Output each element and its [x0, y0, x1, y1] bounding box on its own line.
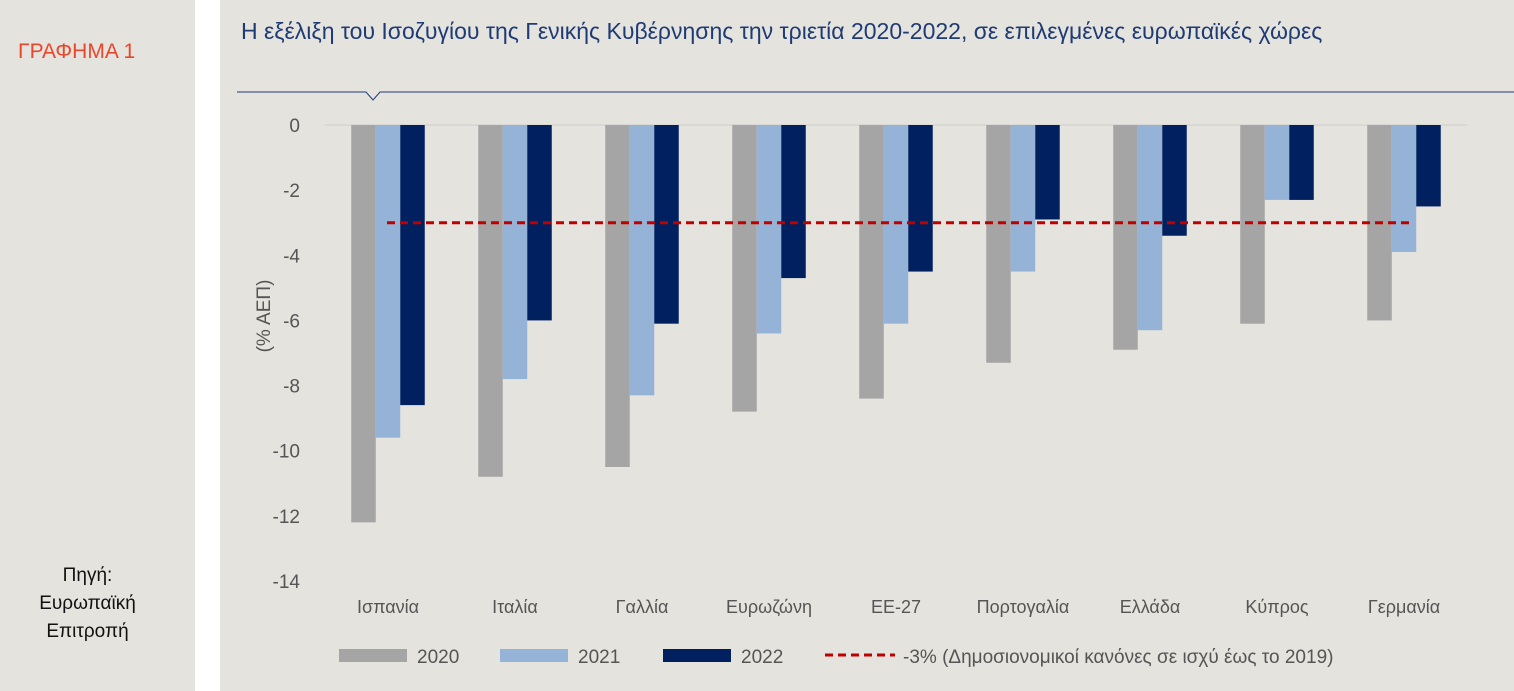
bar-2021	[1391, 125, 1417, 253]
figure-label: ΓΡΑΦΗΜΑ 1	[18, 40, 136, 63]
bar-2022	[1035, 125, 1060, 220]
x-tick-label: Ελλάδα	[1120, 597, 1181, 617]
legend-label: 2021	[578, 647, 620, 668]
legend-label: 2020	[417, 647, 459, 668]
x-tick-label: Κύπρος	[1245, 597, 1309, 617]
legend-label: -3% (Δημοσιονομικοί κανόνες σε ισχύ έως …	[903, 647, 1333, 668]
bar-2020	[1113, 125, 1138, 350]
bar-2021	[1137, 125, 1163, 331]
legend-label: 2022	[741, 647, 783, 668]
x-tick-label: Ισπανία	[357, 597, 419, 617]
y-tick-label: 0	[289, 116, 300, 137]
y-tick-label: -6	[283, 311, 300, 332]
bar-2021	[1264, 125, 1290, 200]
x-tick-label: Γερμανία	[1368, 597, 1440, 617]
x-tick-label: ΕΕ-27	[871, 597, 921, 617]
title-underline	[237, 91, 1514, 101]
bar-2022	[1162, 125, 1187, 236]
bar-2021	[375, 125, 401, 438]
x-tick-label: Ιταλία	[492, 597, 538, 617]
bar-2022	[1289, 125, 1314, 200]
bar-2020	[351, 125, 376, 523]
y-tick-label: -14	[273, 572, 301, 593]
bar-2020	[732, 125, 757, 412]
y-tick-label: -12	[273, 507, 300, 528]
legend-swatch-2022	[663, 649, 731, 662]
bar-2021	[883, 125, 909, 324]
y-tick-label: -8	[283, 377, 300, 398]
legend-swatch-2021	[500, 649, 568, 662]
bar-2022	[400, 125, 425, 406]
x-tick-label: Πορτογαλία	[977, 597, 1070, 617]
side-panel	[0, 0, 195, 691]
bar-2020	[478, 125, 503, 477]
bar-2021	[502, 125, 528, 380]
y-tick-label: -2	[283, 181, 300, 202]
legend-swatch-2020	[339, 649, 407, 662]
bar-2021	[1010, 125, 1036, 272]
bar-2020	[859, 125, 884, 399]
bar-2022	[1416, 125, 1441, 207]
y-tick-label: -4	[283, 246, 300, 267]
y-tick-label: -10	[273, 442, 300, 463]
source-line: Ευρωπαϊκή	[39, 593, 136, 614]
bar-2020	[986, 125, 1011, 363]
y-axis-label: (% ΑΕΠ)	[254, 280, 275, 353]
x-tick-label: Γαλλία	[616, 597, 669, 617]
bar-2020	[1240, 125, 1265, 324]
bar-2021	[629, 125, 655, 396]
x-tick-label: Ευρωζώνη	[726, 597, 812, 617]
bar-2022	[781, 125, 806, 279]
bar-2022	[908, 125, 933, 272]
source-line: Πηγή:	[62, 565, 113, 586]
bar-2020	[605, 125, 630, 467]
bar-2022	[654, 125, 679, 324]
source-line: Επιτροπή	[46, 621, 129, 642]
bar-2021	[756, 125, 782, 334]
source-note: Πηγή: Ευρωπαϊκή Επιτροπή	[0, 562, 175, 646]
chart-title: Η εξέλιξη του Ισοζυγίου της Γενικής Κυβέ…	[241, 18, 1323, 44]
